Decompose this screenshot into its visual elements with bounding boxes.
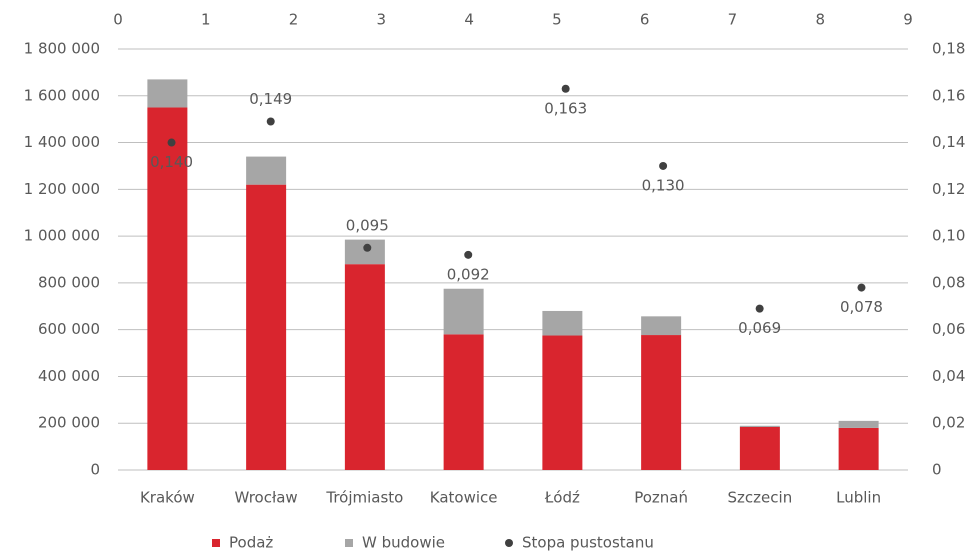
x-tick-label: Lublin (836, 489, 881, 507)
x-tick-label: Szczecin (728, 489, 793, 507)
y2-tick-label: 0,02 (932, 414, 965, 432)
bar-segment (443, 334, 484, 470)
legend-label: Podaż (229, 534, 273, 552)
bar-segment (246, 184, 287, 470)
y-tick-label: 1 000 000 (24, 227, 100, 245)
y2-tick-label: 0,04 (932, 367, 965, 385)
x2-tick-label: 8 (815, 11, 825, 29)
y2-tick-label: 0,14 (932, 133, 965, 151)
data-label: 0,163 (544, 99, 587, 117)
bar-segment (147, 79, 188, 108)
data-label: 0,149 (249, 90, 292, 108)
scatter-point (561, 84, 570, 93)
scatter-point (167, 138, 176, 147)
legend-label: Stopa pustostanu (522, 534, 654, 552)
bar-segment (838, 420, 879, 428)
legend-marker (212, 539, 220, 547)
x-tick-label: Poznań (634, 489, 688, 507)
y-tick-label: 1 400 000 (24, 133, 100, 151)
y-tick-label: 1 800 000 (24, 40, 100, 58)
y2-tick-label: 0 (932, 461, 942, 479)
x-tick-label: Wrocław (235, 489, 298, 507)
x2-tick-label: 3 (377, 11, 387, 29)
scatter-point (464, 250, 473, 259)
scatter-point (266, 117, 275, 126)
y2-tick-label: 0,06 (932, 320, 965, 338)
x2-tick-label: 1 (201, 11, 211, 29)
y-tick-label: 600 000 (38, 320, 100, 338)
data-label: 0,092 (447, 265, 490, 283)
y-tick-label: 400 000 (38, 367, 100, 385)
y2-tick-label: 0,10 (932, 227, 965, 245)
legend-marker (345, 539, 353, 547)
y-tick-label: 0 (90, 461, 100, 479)
y2-tick-label: 0,18 (932, 40, 965, 58)
bar-segment (641, 316, 682, 336)
bar-segment (443, 288, 484, 335)
data-label: 0,140 (150, 153, 193, 171)
bar-segment (641, 335, 682, 470)
x2-tick-label: 4 (464, 11, 474, 29)
legend-label: W budowie (362, 534, 445, 552)
x-tick-label: Trójmiasto (325, 489, 403, 507)
y2-tick-label: 0,12 (932, 180, 965, 198)
bar-segment (542, 335, 583, 470)
legend-marker (505, 539, 513, 547)
bar-segment (838, 427, 879, 470)
x2-tick-label: 6 (640, 11, 650, 29)
bar-segment (147, 107, 188, 470)
y-tick-label: 1 200 000 (24, 180, 100, 198)
bar-segment (344, 239, 385, 265)
y2-tick-label: 0,08 (932, 273, 965, 291)
x2-tick-label: 9 (903, 11, 913, 29)
data-label: 0,069 (738, 319, 781, 337)
x-tick-label: Katowice (430, 489, 498, 507)
scatter-point (363, 243, 372, 252)
scatter-point (857, 283, 866, 292)
x2-tick-label: 7 (728, 11, 738, 29)
y-tick-label: 800 000 (38, 273, 100, 291)
x2-tick-label: 2 (289, 11, 299, 29)
y2-tick-label: 0,16 (932, 86, 965, 104)
data-label: 0,078 (840, 298, 883, 316)
bar-segment (739, 426, 780, 470)
scatter-point (659, 161, 668, 170)
bar-segment (542, 310, 583, 336)
y-tick-label: 1 600 000 (24, 86, 100, 104)
data-label: 0,130 (642, 176, 685, 194)
x2-tick-label: 5 (552, 11, 562, 29)
bar-segment (739, 425, 780, 427)
bar-segment (344, 264, 385, 470)
data-label: 0,095 (346, 216, 389, 234)
y-tick-label: 200 000 (38, 414, 100, 432)
x2-tick-label: 0 (113, 11, 123, 29)
bar-segment (246, 156, 287, 185)
x-tick-label: Łódź (544, 489, 580, 507)
scatter-point (755, 304, 764, 313)
x-tick-label: Kraków (140, 489, 195, 507)
